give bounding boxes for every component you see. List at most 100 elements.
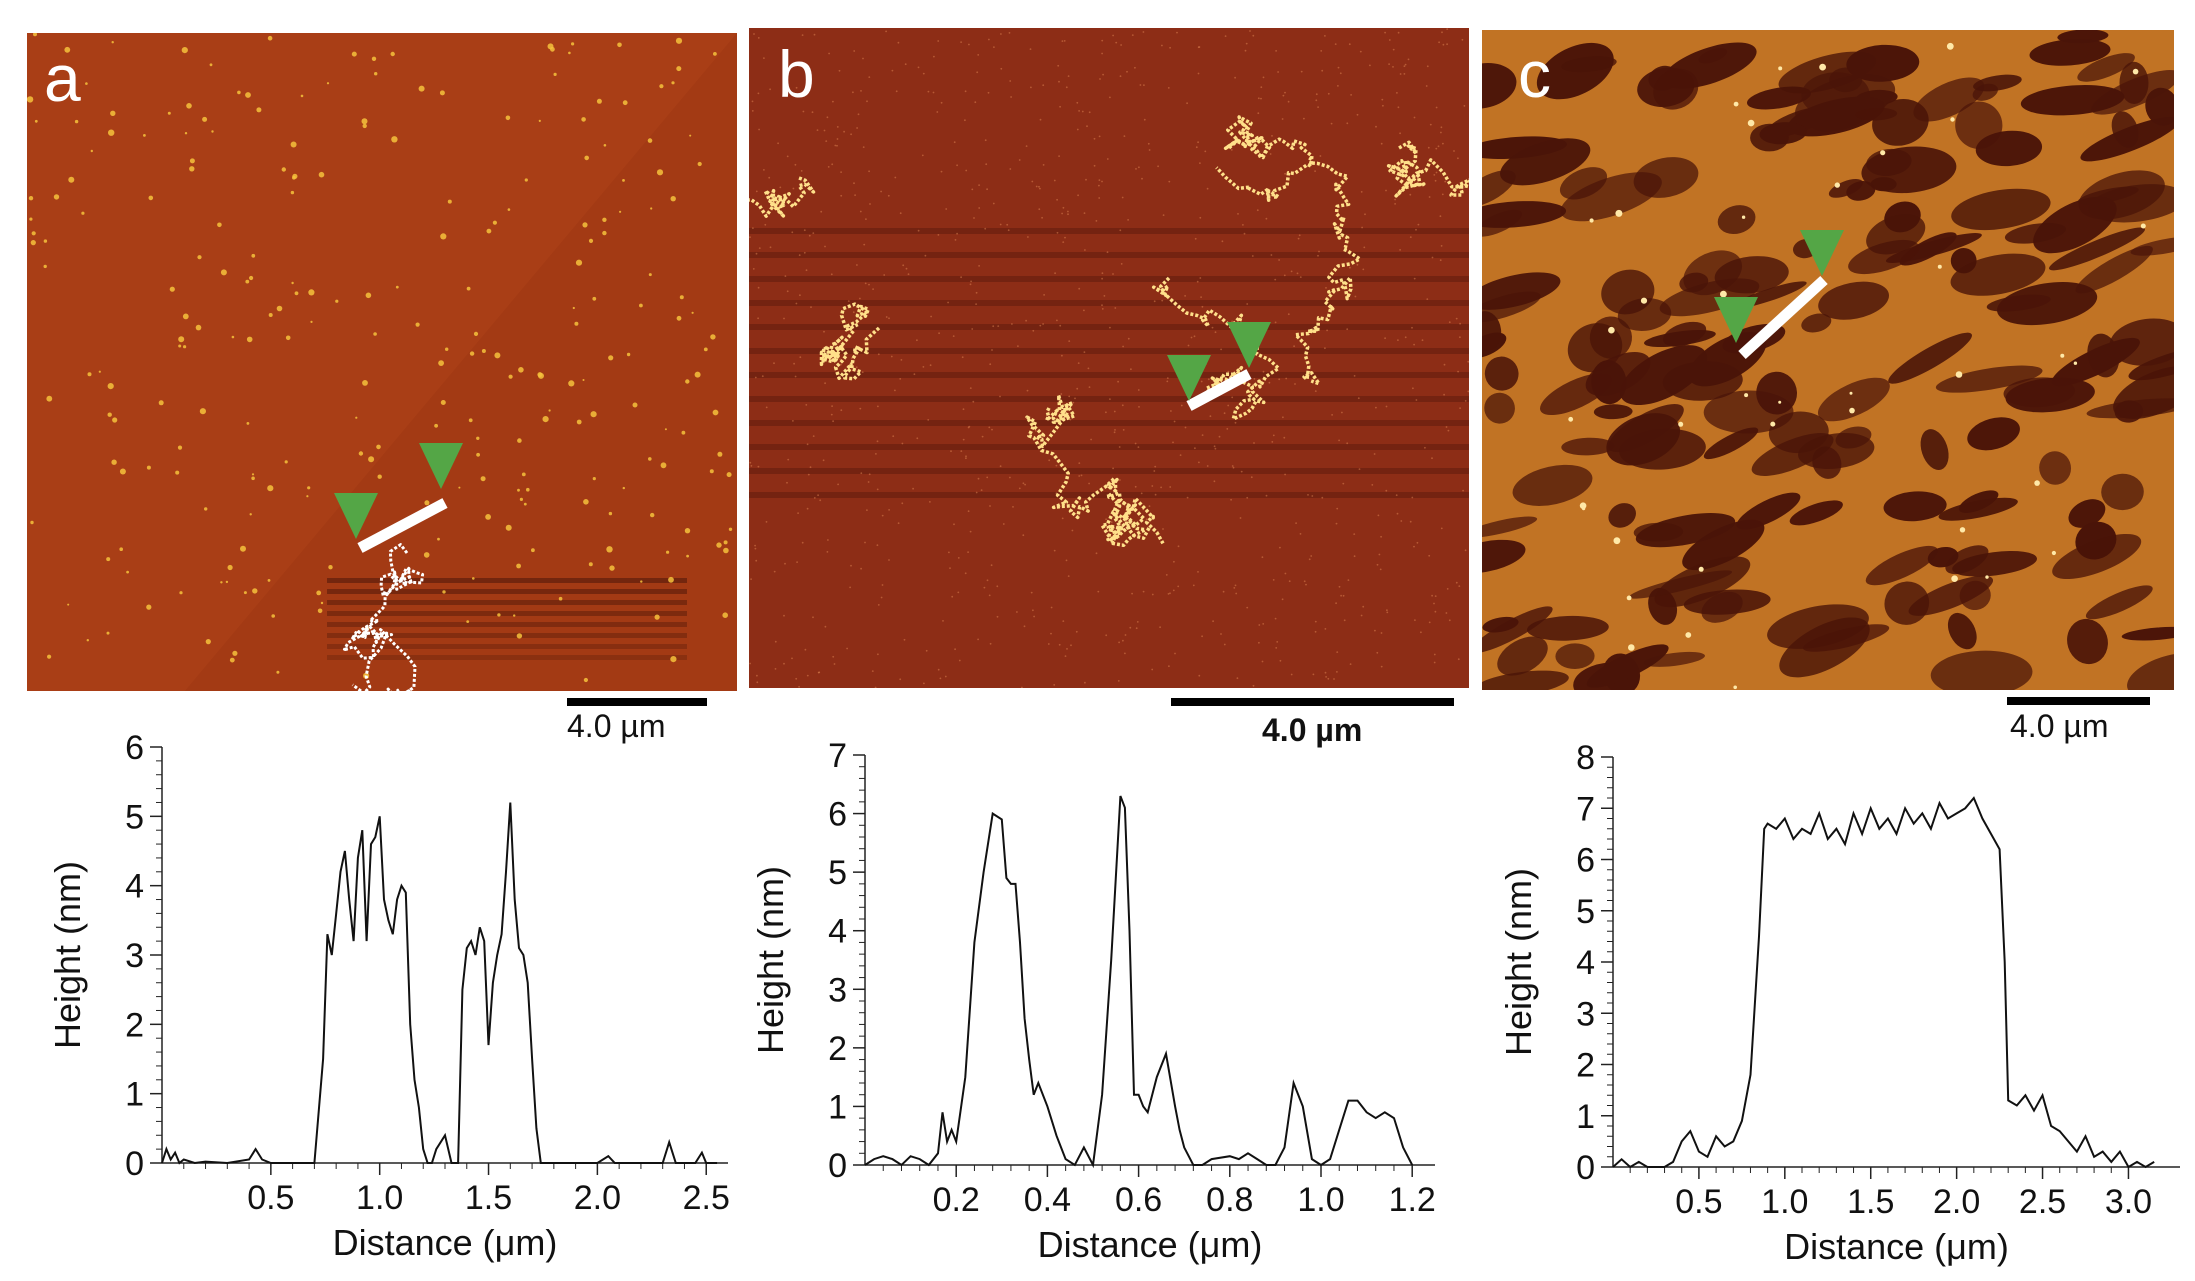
afm-noise-dot [830,413,833,416]
afm-noise-dot [1311,495,1314,497]
afm-noise-dot [1378,553,1381,556]
afm-noise-dot [1110,521,1113,523]
afm-noise-dot [803,251,806,254]
afm-noise-dot [786,481,788,484]
afm-noise-dot [1087,367,1090,370]
afm-particle [508,374,513,379]
afm-noise-dot [1337,85,1339,87]
afm-noise-dot [1106,158,1109,160]
afm-noise-dot [752,268,755,270]
afm-noise-dot [857,113,860,116]
afm-noise-dot [1141,177,1143,180]
afm-noise-dot [1213,480,1216,483]
afm-particle [639,303,643,308]
afm-noise-dot [1288,580,1291,583]
afm-noise-dot [1117,680,1120,682]
afm-noise-dot [1413,545,1415,548]
afm-particle [606,546,613,553]
afm-noise-dot [1262,623,1265,625]
afm-noise-dot [1441,31,1443,34]
afm-domain [1975,130,2043,167]
afm-noise-dot [824,625,827,628]
afm-noise-dot [1440,126,1443,129]
afm-scan-streak [327,644,687,649]
afm-noise-dot [899,678,902,681]
afm-noise-dot [1058,80,1060,83]
afm-noise-dot [1035,185,1038,188]
afm-noise-dot [1056,198,1058,201]
afm-noise-dot [1231,320,1233,323]
afm-noise-dot [1048,459,1051,462]
afm-particle [281,167,286,172]
afm-noise-dot [853,182,855,185]
afm-noise-dot [936,111,939,113]
afm-noise-dot [1186,496,1189,499]
afm-noise-dot [1358,468,1361,470]
afm-noise-dot [1294,383,1296,385]
afm-noise-dot [1409,236,1412,239]
afm-noise-dot [1162,528,1164,530]
afm-particle [351,51,357,57]
afm-particle [267,35,273,41]
afm-noise-dot [1435,171,1438,174]
afm-noise-dot [1287,313,1290,316]
afm-particle [320,601,324,605]
afm-particle [271,614,275,618]
afm-noise-dot [1199,216,1202,219]
afm-noise-dot [947,301,949,304]
afm-particle [310,320,313,323]
afm-particle [231,335,235,339]
afm-noise-dot [1446,588,1449,590]
afm-particle [220,581,223,584]
afm-noise-dot [812,435,815,437]
afm-particle [622,179,625,182]
afm-noise-dot [1206,187,1209,190]
afm-particle [2051,550,2056,556]
afm-noise-dot [1467,390,1469,393]
afm-noise-dot [1231,396,1234,399]
afm-noise-dot [855,366,858,369]
afm-particle [469,351,475,356]
afm-particle [1985,575,1989,579]
afm-noise-dot [989,505,991,507]
afm-noise-dot [1221,240,1224,243]
afm-noise-dot [1009,476,1011,479]
afm-noise-dot [1434,595,1437,597]
afm-noise-dot [1167,593,1170,595]
afm-noise-dot [1008,32,1011,34]
afm-noise-dot [1348,43,1351,46]
afm-noise-dot [1308,558,1311,561]
afm-noise-dot [1262,76,1265,79]
afm-noise-dot [1184,426,1187,429]
afm-particle [1849,407,1855,414]
afm-particle [256,107,262,113]
afm-particle [85,82,88,85]
afm-noise-dot [1061,212,1063,215]
afm-noise-dot [894,176,897,179]
afm-dna-chain [1100,491,1165,548]
afm-particle [106,557,111,562]
afm-noise-dot [1223,643,1226,646]
afm-particle [335,299,339,303]
afm-noise-dot [1121,404,1124,407]
afm-noise-dot [967,426,970,429]
afm-domain [1561,56,1617,73]
afm-noise-dot [1282,94,1285,97]
afm-noise-dot [1122,429,1125,431]
afm-noise-dot [875,453,877,455]
afm-noise-dot [980,489,983,491]
y-tick-label: 0 [125,1145,144,1183]
afm-noise-dot [783,317,785,320]
afm-noise-dot [1414,619,1416,621]
afm-domain [1585,351,1651,396]
afm-particle [53,194,60,200]
afm-noise-dot [1281,598,1284,601]
afm-scan-streak [749,420,1469,426]
afm-noise-dot [831,405,833,407]
afm-particle [1615,209,1623,217]
afm-noise-dot [1298,234,1301,237]
afm-particle [1744,393,1749,398]
afm-noise-dot [1090,438,1092,441]
afm-noise-dot [1415,399,1418,401]
afm-noise-dot [765,406,768,409]
